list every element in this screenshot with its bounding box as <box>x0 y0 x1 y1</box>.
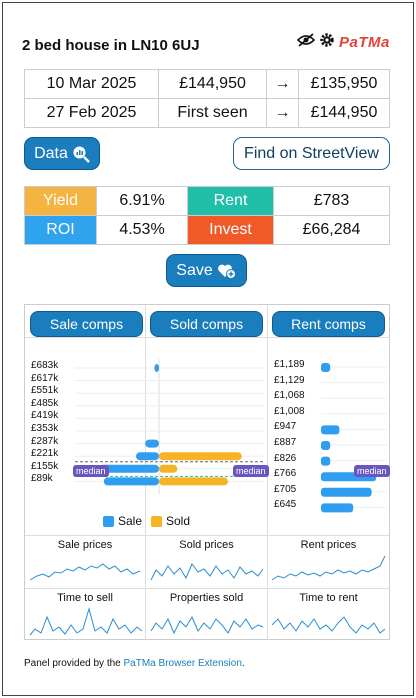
sale-bar <box>154 364 159 372</box>
sold-bar <box>159 477 228 486</box>
sale-bar <box>99 464 159 473</box>
sale-prices-sparkline[interactable]: Sale prices <box>25 535 146 587</box>
page-title: 2 bed house in LN10 6UJ <box>22 37 200 54</box>
invest-label: Invest <box>187 215 274 245</box>
price-history-table: 10 Mar 2025 £144,950 → £135,950 27 Feb 2… <box>24 69 390 128</box>
history-to: £144,950 <box>298 98 390 128</box>
rent-tick-label: £826 <box>274 452 297 464</box>
save-button[interactable]: Save <box>166 254 247 287</box>
price-tick-label: £89k <box>31 473 53 485</box>
legend-sold: Sold <box>151 514 190 528</box>
price-tick-label: £287k <box>31 435 59 447</box>
patma-logo[interactable]: PaTMa <box>339 34 390 51</box>
table-row: Yield 6.91% Rent £783 <box>24 186 390 216</box>
invest-value: £66,284 <box>273 215 390 245</box>
rent-tick-label: £705 <box>274 483 297 495</box>
sold-bar <box>159 452 242 461</box>
comps-panel: Sale comps Sold comps Rent comps £683k £6… <box>24 304 390 640</box>
time-to-sell-sparkline[interactable]: Time to sell <box>25 588 146 640</box>
rent-value: £783 <box>273 186 390 216</box>
history-to: £135,950 <box>298 69 390 99</box>
rent-tick-label: £947 <box>274 421 297 433</box>
rent-tick-label: £1,068 <box>274 390 305 402</box>
sale-bar <box>103 477 159 486</box>
yield-value: 6.91% <box>96 186 188 216</box>
rent-tick-label: £887 <box>274 437 297 448</box>
rent-bar <box>321 441 331 450</box>
history-from: First seen <box>158 98 267 128</box>
rent-histogram <box>321 363 387 513</box>
sale-comps-button[interactable]: Sale comps <box>30 311 143 337</box>
price-tick-label: £419k <box>31 410 59 422</box>
rent-comps-button[interactable]: Rent comps <box>272 311 385 337</box>
history-date: 27 Feb 2025 <box>24 98 159 128</box>
properties-sold-sparkline[interactable]: Properties sold <box>146 588 268 640</box>
sale-bar <box>145 439 159 448</box>
history-date: 10 Mar 2025 <box>24 69 159 99</box>
price-tick-label: £155k <box>31 460 59 472</box>
price-tick-label: £683k <box>31 360 59 371</box>
price-tick-label: £353k <box>31 423 59 434</box>
rent-bar <box>321 425 340 435</box>
time-to-rent-sparkline[interactable]: Time to rent <box>268 588 389 640</box>
price-tick-label: £617k <box>31 372 59 384</box>
rent-bar <box>321 363 331 372</box>
rent-label: Rent <box>187 186 274 216</box>
table-row: 27 Feb 2025 First seen → £144,950 <box>24 98 390 128</box>
price-tick-label: £485k <box>31 397 59 409</box>
rent-tick-label: £766 <box>274 468 297 480</box>
magnifier-chart-icon <box>73 146 90 163</box>
sale-bar <box>136 452 159 461</box>
rent-median-badge: median <box>354 465 390 477</box>
eye-off-icon[interactable] <box>296 33 316 52</box>
patma-extension-link[interactable]: PaTMa Browser Extension <box>123 658 242 669</box>
sold-median-badge: median <box>233 465 269 477</box>
rent-bar <box>321 456 331 466</box>
legend-sale: Sale <box>103 514 142 528</box>
arrow-icon: → <box>266 98 299 128</box>
yield-label: Yield <box>24 186 97 216</box>
rent-bar <box>321 503 354 513</box>
rent-tick-label: £1,008 <box>274 405 305 417</box>
roi-value: 4.53% <box>96 215 188 245</box>
arrow-icon: → <box>266 69 299 99</box>
rent-tick-label: £645 <box>274 499 297 511</box>
roi-label: ROI <box>24 215 97 245</box>
table-row: 10 Mar 2025 £144,950 → £135,950 <box>24 69 390 99</box>
rent-bar <box>321 487 372 497</box>
gear-icon[interactable] <box>319 32 335 53</box>
sold-prices-sparkline[interactable]: Sold prices <box>146 535 268 587</box>
footer: Panel provided by the PaTMa Browser Exte… <box>24 658 245 669</box>
price-histogram <box>75 359 265 494</box>
data-button[interactable]: Data <box>24 137 100 170</box>
rent-prices-sparkline[interactable]: Rent prices <box>268 535 389 587</box>
save-button-label: Save <box>176 261 213 279</box>
rent-tick-label: £1,189 <box>274 359 305 370</box>
rent-tick-label: £1,129 <box>274 374 305 386</box>
price-tick-label: £551k <box>31 385 59 397</box>
stats-table: Yield 6.91% Rent £783 ROI 4.53% Invest £… <box>24 186 390 245</box>
streetview-button[interactable]: Find on StreetView <box>233 137 390 170</box>
table-row: ROI 4.53% Invest £66,284 <box>24 215 390 245</box>
heart-plus-icon <box>217 264 236 279</box>
price-tick-label: £221k <box>31 448 59 460</box>
sold-comps-button[interactable]: Sold comps <box>150 311 263 337</box>
sale-median-badge: median <box>73 465 109 477</box>
header-icons: PaTMa <box>296 32 390 53</box>
data-button-label: Data <box>34 144 68 162</box>
sold-bar <box>159 464 178 473</box>
history-from: £144,950 <box>158 69 267 99</box>
